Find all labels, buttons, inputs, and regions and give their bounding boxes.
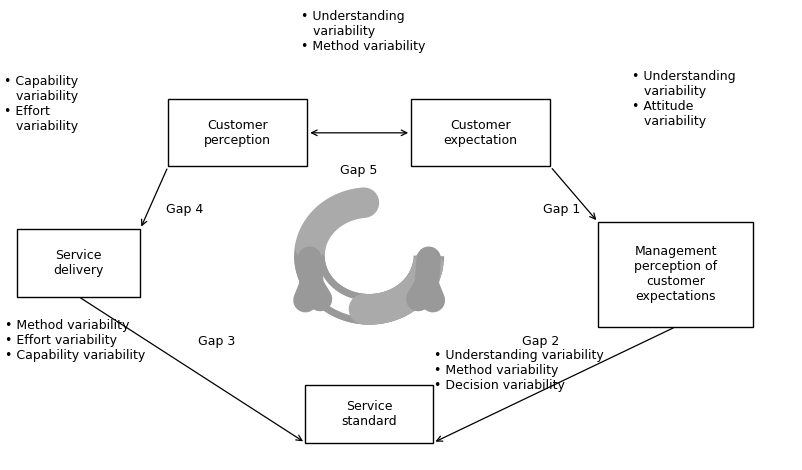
FancyBboxPatch shape bbox=[306, 385, 433, 443]
Text: Management
perception of
customer
expectations: Management perception of customer expect… bbox=[634, 245, 717, 304]
FancyBboxPatch shape bbox=[17, 229, 140, 297]
FancyBboxPatch shape bbox=[411, 99, 550, 166]
Text: • Understanding
   variability
• Attitude
   variability: • Understanding variability • Attitude v… bbox=[632, 70, 735, 128]
Text: Customer
perception: Customer perception bbox=[205, 119, 271, 147]
Text: • Capability
   variability
• Effort
   variability: • Capability variability • Effort variab… bbox=[4, 75, 79, 133]
Text: Gap 4: Gap 4 bbox=[166, 203, 203, 216]
Text: Gap 5: Gap 5 bbox=[340, 164, 378, 177]
Text: Service
standard: Service standard bbox=[342, 400, 397, 428]
FancyBboxPatch shape bbox=[598, 222, 753, 327]
Text: • Method variability
• Effort variability
• Capability variability: • Method variability • Effort variabilit… bbox=[5, 319, 145, 361]
Text: • Understanding variability
• Method variability
• Decision variability: • Understanding variability • Method var… bbox=[435, 349, 604, 392]
Text: • Understanding
   variability
• Method variability: • Understanding variability • Method var… bbox=[302, 10, 426, 53]
Text: Gap 1: Gap 1 bbox=[543, 203, 580, 216]
FancyBboxPatch shape bbox=[168, 99, 307, 166]
Text: Customer
expectation: Customer expectation bbox=[444, 119, 517, 147]
Text: Service
delivery: Service delivery bbox=[53, 249, 103, 277]
Text: Gap 2: Gap 2 bbox=[522, 335, 559, 348]
Text: Gap 3: Gap 3 bbox=[198, 335, 235, 348]
